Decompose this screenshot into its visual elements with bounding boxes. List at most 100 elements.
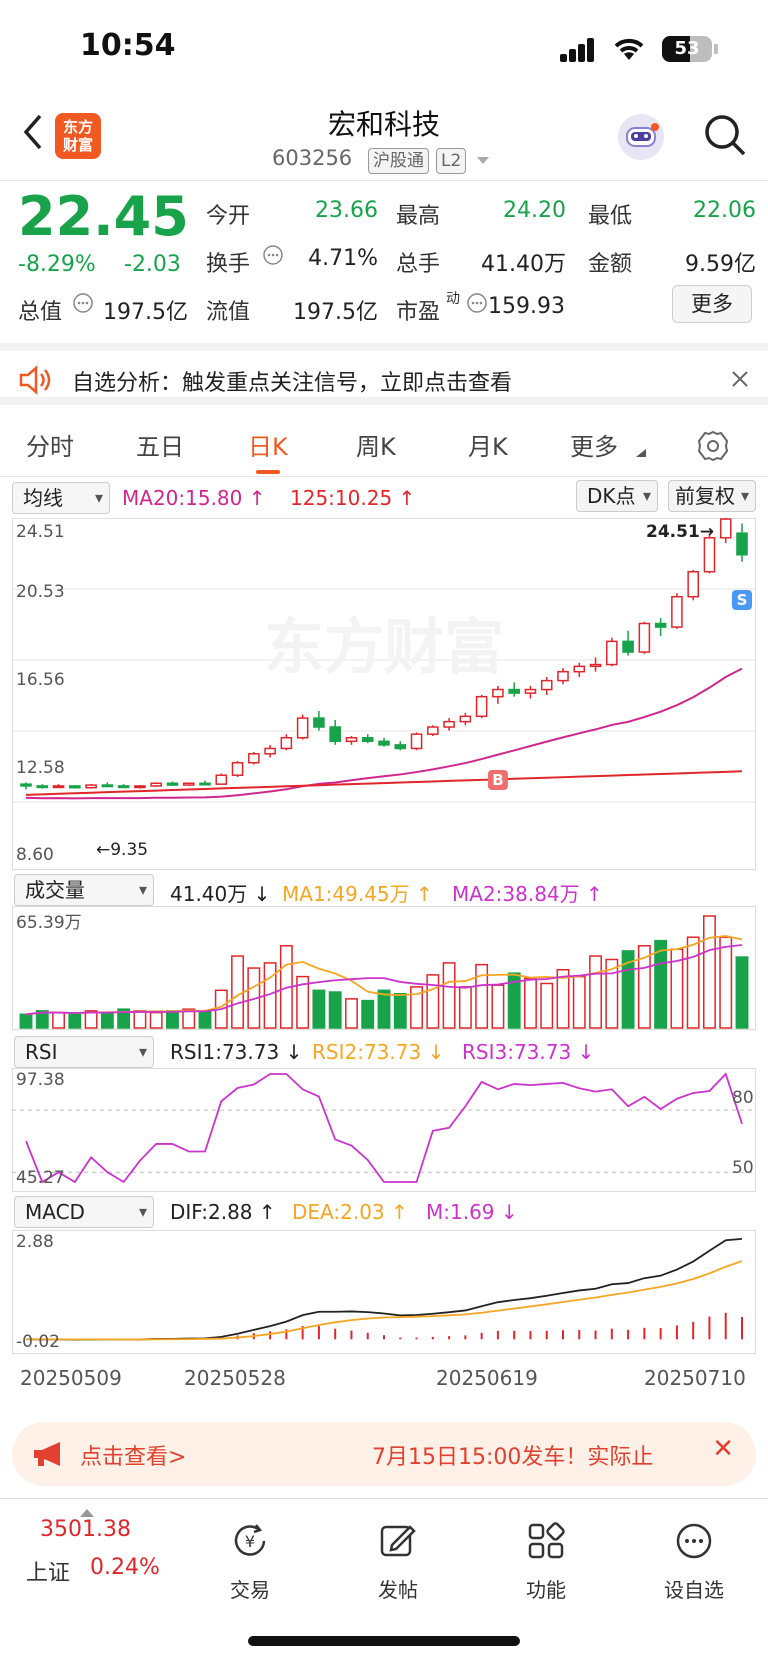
volume-bar xyxy=(377,989,391,1029)
candle-body xyxy=(134,785,146,789)
dif-line xyxy=(25,1237,743,1341)
close-icon[interactable] xyxy=(730,369,750,389)
volume-bar xyxy=(589,955,602,1029)
volume-chart[interactable] xyxy=(12,906,756,1030)
rsi-line xyxy=(25,1072,743,1184)
candle-body xyxy=(622,640,634,653)
pe-sup: 动 xyxy=(446,291,460,307)
macd-panel[interactable] xyxy=(12,1230,756,1354)
rsi-chart[interactable] xyxy=(12,1068,756,1192)
ma20-line xyxy=(25,667,743,800)
candle-body xyxy=(117,785,130,789)
volume-bar xyxy=(621,950,635,1029)
date-label-3: 20250619 xyxy=(436,1366,538,1390)
rsi2-value: RSI2:73.73 xyxy=(312,1040,422,1064)
candle-body xyxy=(557,670,569,682)
amount-value: 9.59亿 xyxy=(685,252,756,277)
turnover-value: 4.71% xyxy=(308,246,378,271)
dk-point-button[interactable]: DK点 xyxy=(576,480,658,512)
macd-y-bottom: -0.02 xyxy=(16,1332,60,1352)
promo-close-icon[interactable]: ✕ xyxy=(712,1434,734,1464)
y-label-2: 20.53 xyxy=(16,582,65,602)
info-icon[interactable] xyxy=(262,244,284,266)
more-button[interactable]: 更多 xyxy=(672,285,752,323)
notice-text: 自选分析：触发重点关注信号，立即点击查看 xyxy=(72,371,513,396)
tab-intraday[interactable]: 分时 xyxy=(26,433,74,461)
indicator-select[interactable]: 均线 xyxy=(12,482,110,514)
volume-bar xyxy=(605,958,619,1029)
m-value: M:1.69 xyxy=(426,1200,495,1224)
dea-value: DEA:2.03 xyxy=(292,1200,385,1224)
dropdown-icon[interactable] xyxy=(476,156,490,166)
watchlist-label: 设自选 xyxy=(664,1578,724,1602)
candle-body xyxy=(248,753,260,764)
candle-body xyxy=(443,720,455,728)
candle-body xyxy=(703,537,716,573)
info-icon[interactable] xyxy=(72,292,94,314)
kline-chart[interactable]: 东方财富 B S xyxy=(12,518,756,870)
assistant-avatar-icon[interactable] xyxy=(618,114,664,160)
index-value[interactable]: 3501.38 xyxy=(40,1517,131,1542)
volume-bar xyxy=(442,962,456,1029)
volume-bar xyxy=(198,1010,212,1029)
buy-marker xyxy=(487,770,508,790)
rsi-indicator-select[interactable]: RSI xyxy=(14,1036,154,1068)
back-arrow-icon[interactable] xyxy=(18,112,48,152)
low-label: 最低 xyxy=(588,204,633,229)
info-icon[interactable] xyxy=(466,292,488,314)
candle-body xyxy=(719,518,732,539)
gear-icon[interactable] xyxy=(696,429,730,463)
volume-bar xyxy=(719,936,733,1029)
adjust-button[interactable]: 前复权 xyxy=(668,480,756,512)
notice-bar[interactable]: 自选分析：触发重点关注信号，立即点击查看 xyxy=(0,343,768,405)
tab-five-day[interactable]: 五日 xyxy=(136,433,184,461)
rsi-panel[interactable] xyxy=(12,1068,756,1192)
volume-ma2-line xyxy=(25,944,743,1016)
trade-button[interactable]: ¥ 交易 xyxy=(200,1509,300,1603)
low-marker: ←9.35 xyxy=(96,840,149,860)
add-watchlist-button[interactable]: 设自选 xyxy=(644,1509,744,1603)
volume-bar xyxy=(524,977,537,1029)
rsi-level-80: 80 xyxy=(732,1088,754,1108)
logo-text-1: 东方 xyxy=(62,118,93,136)
home-indicator xyxy=(248,1636,520,1646)
tab-daily-k[interactable]: 日K xyxy=(248,427,288,474)
promo-link[interactable]: 点击查看> xyxy=(80,1445,187,1470)
dif-value: DIF:2.88 xyxy=(170,1200,253,1224)
volume-panel[interactable] xyxy=(12,906,756,1030)
macd-indicator-select[interactable]: MACD xyxy=(14,1196,154,1228)
float-label: 流值 xyxy=(206,300,251,325)
search-icon[interactable] xyxy=(702,112,748,158)
volume-ma2-value: MA2:38.84万 xyxy=(452,882,580,906)
volume-bar xyxy=(68,1013,82,1029)
tab-weekly-k[interactable]: 周K xyxy=(356,433,396,461)
macd-chart[interactable] xyxy=(12,1230,756,1354)
y-label-3: 16.56 xyxy=(16,670,65,690)
candle-body xyxy=(166,782,179,786)
promo-banner[interactable]: 点击查看> 7月15日15:00发车！实际止 ✕ xyxy=(12,1422,756,1486)
sell-marker-label: S xyxy=(737,591,748,609)
index-name: 上证 xyxy=(26,1561,71,1586)
candle-body xyxy=(199,782,211,786)
open-value: 23.66 xyxy=(315,198,378,223)
wifi-icon xyxy=(614,38,644,60)
rsi1-label: RSI1:73.73 ↓ xyxy=(170,1040,303,1064)
candle-body xyxy=(671,595,683,628)
speaker-icon xyxy=(19,365,51,395)
post-button[interactable]: 发帖 xyxy=(348,1509,448,1603)
candle-body xyxy=(345,736,358,743)
connect-tag: 沪股通 xyxy=(368,148,429,174)
candle-body xyxy=(361,736,374,743)
volume-bar xyxy=(52,1011,65,1029)
ma125-label: 125:10.25 ↑ xyxy=(290,486,416,510)
volume-indicator-select[interactable]: 成交量 xyxy=(14,874,154,906)
candle-body xyxy=(492,688,504,698)
function-button[interactable]: 功能 xyxy=(496,1509,596,1603)
candle-body xyxy=(508,688,520,694)
volume-bar xyxy=(703,915,716,1029)
tab-more[interactable]: 更多 xyxy=(570,433,618,461)
battery-icon: 53 xyxy=(662,36,718,62)
index-up-icon xyxy=(80,1509,94,1517)
volume-bar xyxy=(84,1010,98,1029)
tab-monthly-k[interactable]: 月K xyxy=(468,433,508,461)
